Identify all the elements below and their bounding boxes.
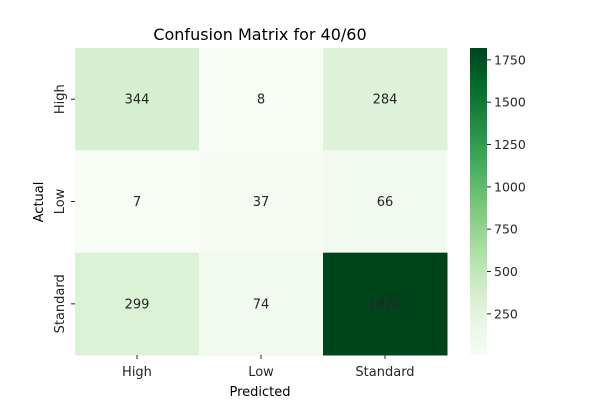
heatmap-cell-label: 66	[377, 195, 394, 210]
heatmap-cell-label: 1820	[368, 297, 401, 312]
colorbar-tick-label: 750	[494, 222, 518, 237]
chart-title: Confusion Matrix for 40/60	[153, 25, 366, 44]
heatmap-cell	[75, 150, 200, 254]
heatmap-cells	[75, 48, 448, 356]
heatmap-cell-label: 37	[253, 195, 270, 210]
y-axis-label: Actual	[32, 182, 47, 223]
colorbar-tick-label: 1250	[494, 137, 526, 152]
colorbar	[470, 48, 487, 355]
heatmap-cell-label: 299	[125, 297, 150, 312]
y-tick-label: Low	[53, 188, 68, 214]
heatmap-cell-label: 7	[133, 195, 141, 210]
heatmap-cell	[75, 48, 200, 151]
colorbar-tick-label: 1500	[494, 95, 526, 110]
heatmap-cell	[199, 150, 324, 254]
heatmap-cell-labels: 344 8 284 7 37 66 299 74 1820	[125, 93, 402, 313]
heatmap-cell	[75, 252, 200, 356]
heatmap-cell-label: 8	[257, 93, 265, 108]
heatmap-cell	[323, 48, 448, 151]
x-axis-label: Predicted	[229, 385, 290, 400]
colorbar-ticks: 250 500 750 1000 1250 1500 1750	[487, 52, 526, 321]
heatmap-cell	[323, 252, 448, 356]
heatmap-cell-label: 344	[125, 93, 150, 108]
heatmap-cell-label: 284	[373, 93, 398, 108]
x-tick-label: High	[122, 365, 152, 380]
y-tick-label: Standard	[53, 274, 68, 333]
colorbar-tick-label: 250	[494, 306, 518, 321]
y-tick-label: High	[53, 84, 68, 114]
heatmap-cell	[199, 48, 324, 151]
colorbar-tick-label: 1000	[494, 179, 526, 194]
heatmap-cell	[323, 150, 448, 254]
x-tick-label: Standard	[355, 365, 414, 380]
colorbar-tick-label: 1750	[494, 52, 526, 67]
x-axis: High Low Standard	[122, 355, 415, 380]
y-axis: High Low Standard	[53, 84, 75, 333]
colorbar-tick-label: 500	[494, 264, 518, 279]
x-tick-label: Low	[248, 365, 274, 380]
heatmap-cell-label: 74	[253, 297, 270, 312]
heatmap-cell	[199, 252, 324, 356]
